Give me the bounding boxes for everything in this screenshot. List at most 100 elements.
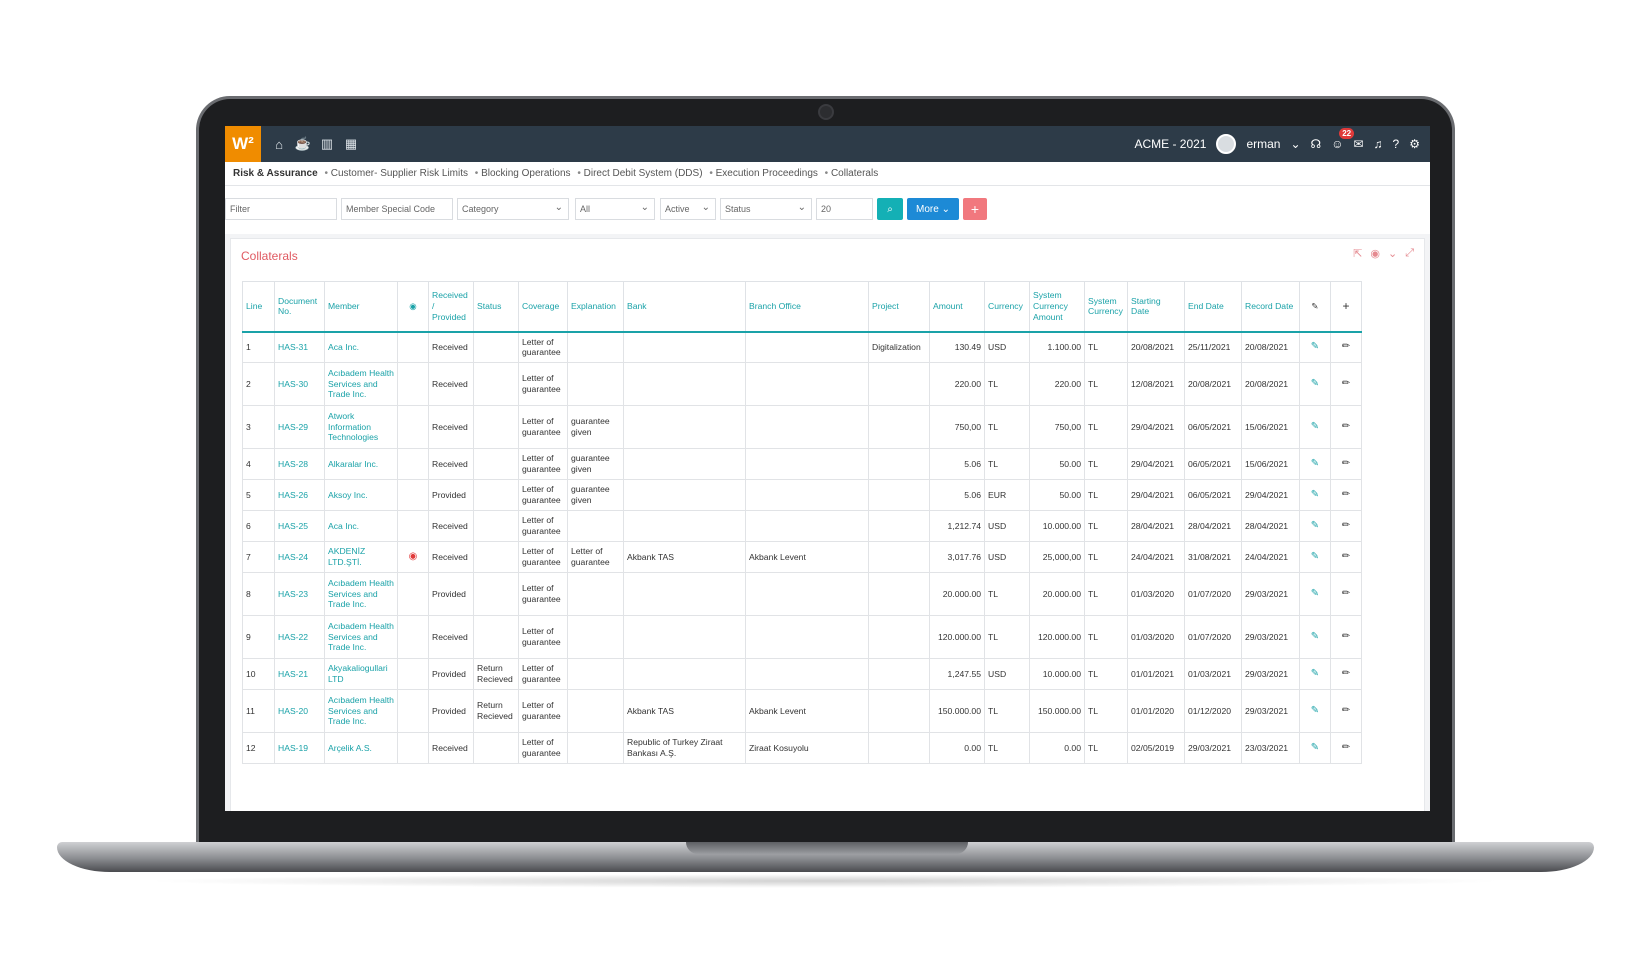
bell-icon[interactable]: ♫ [1373,137,1383,151]
cell-doc[interactable]: HAS-26 [274,479,325,511]
cell-member[interactable]: Acıbadem Health Services and Trade Inc. [324,615,398,659]
table-row[interactable]: 11 HAS-20 Acıbadem Health Services and Tra… [242,689,1362,733]
col-currency[interactable]: Currency [984,281,1030,333]
cell-member[interactable]: Alkaralar Inc. [324,448,398,480]
cell-edit[interactable]: ✏ [1330,541,1362,573]
cell-edit[interactable]: ✏ [1330,615,1362,659]
pencil-icon[interactable]: ✏ [1341,420,1351,432]
col-status[interactable]: Status [473,281,519,333]
col-branch[interactable]: Branch Office [745,281,869,333]
cell-doc[interactable]: HAS-28 [274,448,325,480]
table-row[interactable]: 4 HAS-28 Alkaralar Inc. Received Letter of g… [242,448,1362,480]
cell-member[interactable]: Akyakaliogullari LTD [324,658,398,690]
cell-pin[interactable]: ✎ [1299,689,1331,733]
cell-doc[interactable]: HAS-30 [274,362,325,406]
col-end[interactable]: End Date [1184,281,1242,333]
table-row[interactable]: 1 HAS-31 Aca Inc. Received Letter of guarant… [242,331,1362,363]
pencil-icon[interactable]: ✏ [1341,488,1351,500]
eye-icon[interactable]: ◉ [1370,248,1380,260]
cell-edit[interactable]: ✏ [1330,405,1362,449]
breadcrumb-item[interactable]: Customer- Supplier Risk Limits [324,168,468,179]
breadcrumb-item[interactable]: Direct Debit System (DDS) [577,168,702,179]
col-sys-amount[interactable]: System Currency Amount [1029,281,1085,333]
add-button[interactable]: + [963,198,987,220]
filter-input[interactable]: Filter [225,198,337,220]
cell-doc[interactable]: HAS-23 [274,572,325,616]
pin-icon[interactable]: ✎ [1310,488,1320,500]
col-pin[interactable]: ✎ [1299,281,1331,333]
cell-pin[interactable]: ✎ [1299,732,1331,764]
col-member[interactable]: Member [324,281,398,333]
gear-icon[interactable]: ⚙ [1409,137,1420,151]
pencil-icon[interactable]: ✏ [1341,704,1351,716]
pencil-icon[interactable]: ✏ [1341,377,1351,389]
cell-member[interactable]: Arçelik A.S. [324,732,398,764]
category-select[interactable]: Category ⌄ [457,198,569,220]
pencil-icon[interactable]: ✏ [1341,667,1351,679]
col-eye[interactable]: ◉ [397,281,429,333]
expand-icon[interactable]: ⤢ [1405,247,1414,259]
chat-icon[interactable]: ✉ [1353,137,1364,151]
pencil-icon[interactable]: ✏ [1341,741,1351,753]
pencil-icon[interactable]: ✏ [1341,457,1351,469]
breadcrumb-root[interactable]: Risk & Assurance [233,168,318,179]
chart-icon[interactable]: ▥ [320,136,334,151]
search-button[interactable]: ⌕ [877,198,903,220]
cell-doc[interactable]: HAS-22 [274,615,325,659]
pencil-icon[interactable]: ✏ [1341,630,1351,642]
pin-icon[interactable]: ✎ [1310,630,1320,642]
cell-pin[interactable]: ✎ [1299,362,1331,406]
cell-edit[interactable]: ✏ [1330,689,1362,733]
cell-doc[interactable]: HAS-24 [274,541,325,573]
coffee-icon[interactable]: ☕ [294,136,312,151]
col-add[interactable]: + [1330,281,1362,333]
cell-edit[interactable]: ✏ [1330,572,1362,616]
eye-icon[interactable]: ◉ [408,550,418,562]
cell-doc[interactable]: HAS-20 [274,689,325,733]
cell-pin[interactable]: ✎ [1299,448,1331,480]
cell-doc[interactable]: HAS-31 [274,331,325,363]
table-row[interactable]: 2 HAS-30 Acıbadem Health Services and Trad… [242,362,1362,406]
pin-icon[interactable]: ✎ [1310,587,1320,599]
col-bank[interactable]: Bank [623,281,746,333]
col-record[interactable]: Record Date [1241,281,1300,333]
cell-member[interactable]: Aca Inc. [324,331,398,363]
pin-icon[interactable]: ✎ [1310,741,1320,753]
col-project[interactable]: Project [868,281,930,333]
headset-icon[interactable]: ☊ [1310,137,1322,151]
col-coverage[interactable]: Coverage [518,281,568,333]
cell-edit[interactable]: ✏ [1330,331,1362,363]
user-menu[interactable]: erman [1246,137,1281,151]
cell-pin[interactable]: ✎ [1299,658,1331,690]
cell-member[interactable]: Acıbadem Health Services and Trade Inc. [324,362,398,406]
cell-pin[interactable]: ✎ [1299,572,1331,616]
cell-doc[interactable]: HAS-25 [274,510,325,542]
col-doc[interactable]: Document No. [274,281,325,333]
table-row[interactable]: 8 HAS-23 Acıbadem Health Services and Trad… [242,572,1362,616]
more-button[interactable]: More ⌄ [907,198,959,220]
col-amount[interactable]: Amount [929,281,985,333]
cell-doc[interactable]: HAS-29 [274,405,325,449]
cell-pin[interactable]: ✎ [1299,541,1331,573]
pencil-icon[interactable]: ✏ [1341,550,1351,562]
calendar-icon[interactable]: ▦ [344,136,358,151]
active-select[interactable]: Active ⌄ [660,198,716,220]
cell-edit[interactable]: ✏ [1330,362,1362,406]
cell-pin[interactable]: ✎ [1299,331,1331,363]
cell-member[interactable]: Acıbadem Health Services and Trade Inc. [324,689,398,733]
cell-member[interactable]: AKDENİZ LTD.ŞTİ. [324,541,398,573]
breadcrumb-item[interactable]: Collaterals [825,168,879,179]
table-row[interactable]: 12 HAS-19 Arçelik A.S. Received Letter of gu… [242,732,1362,764]
app-logo[interactable]: W² [225,126,261,162]
table-row[interactable]: 10 HAS-21 Akyakaliogullari LTD Provided Retu… [242,658,1362,690]
cell-pin[interactable]: ✎ [1299,479,1331,511]
table-row[interactable]: 3 HAS-29 Atwork Information Technologies Re… [242,405,1362,449]
cell-edit[interactable]: ✏ [1330,479,1362,511]
export-icon[interactable]: ⇱ [1353,248,1363,260]
table-row[interactable]: 7 HAS-24 AKDENİZ LTD.ŞTİ. ◉ Received Letter o… [242,541,1362,573]
col-sys-currency[interactable]: System Currency [1084,281,1128,333]
pin-icon[interactable]: ✎ [1310,420,1320,432]
cell-member[interactable]: Acıbadem Health Services and Trade Inc. [324,572,398,616]
pin-icon[interactable]: ✎ [1310,667,1320,679]
cell-edit[interactable]: ✏ [1330,658,1362,690]
